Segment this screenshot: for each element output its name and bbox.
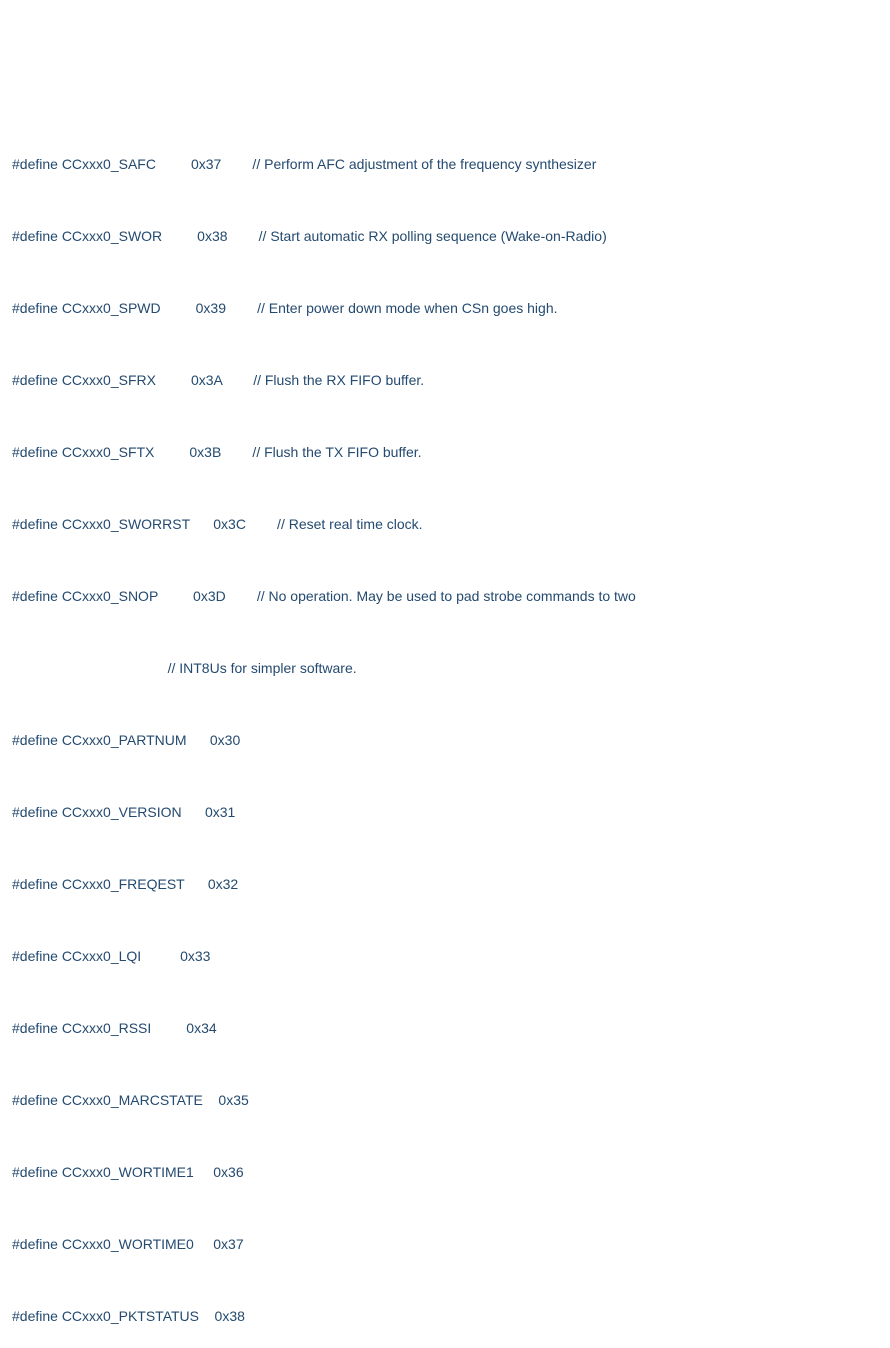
code-line: #define CCxxx0_WORTIME0 0x37 <box>12 1232 878 1256</box>
code-line: #define CCxxx0_FREQEST 0x32 <box>12 872 878 896</box>
code-line: #define CCxxx0_SFRX 0x3A // Flush the RX… <box>12 368 878 392</box>
code-line: #define CCxxx0_PARTNUM 0x30 <box>12 728 878 752</box>
code-line: #define CCxxx0_LQI 0x33 <box>12 944 878 968</box>
code-line: #define CCxxx0_SWORRST 0x3C // Reset rea… <box>12 512 878 536</box>
code-line: // INT8Us for simpler software. <box>12 656 878 680</box>
code-line: #define CCxxx0_PKTSTATUS 0x38 <box>12 1304 878 1328</box>
code-line: #define CCxxx0_SAFC 0x37 // Perform AFC … <box>12 152 878 176</box>
code-line: #define CCxxx0_RSSI 0x34 <box>12 1016 878 1040</box>
code-line: #define CCxxx0_VERSION 0x31 <box>12 800 878 824</box>
code-line: #define CCxxx0_SNOP 0x3D // No operation… <box>12 584 878 608</box>
code-line: #define CCxxx0_SFTX 0x3B // Flush the TX… <box>12 440 878 464</box>
code-line: #define CCxxx0_MARCSTATE 0x35 <box>12 1088 878 1112</box>
code-line: #define CCxxx0_WORTIME1 0x36 <box>12 1160 878 1184</box>
code-line: #define CCxxx0_SWOR 0x38 // Start automa… <box>12 224 878 248</box>
code-block: #define CCxxx0_SAFC 0x37 // Perform AFC … <box>12 104 878 1348</box>
code-line: #define CCxxx0_SPWD 0x39 // Enter power … <box>12 296 878 320</box>
